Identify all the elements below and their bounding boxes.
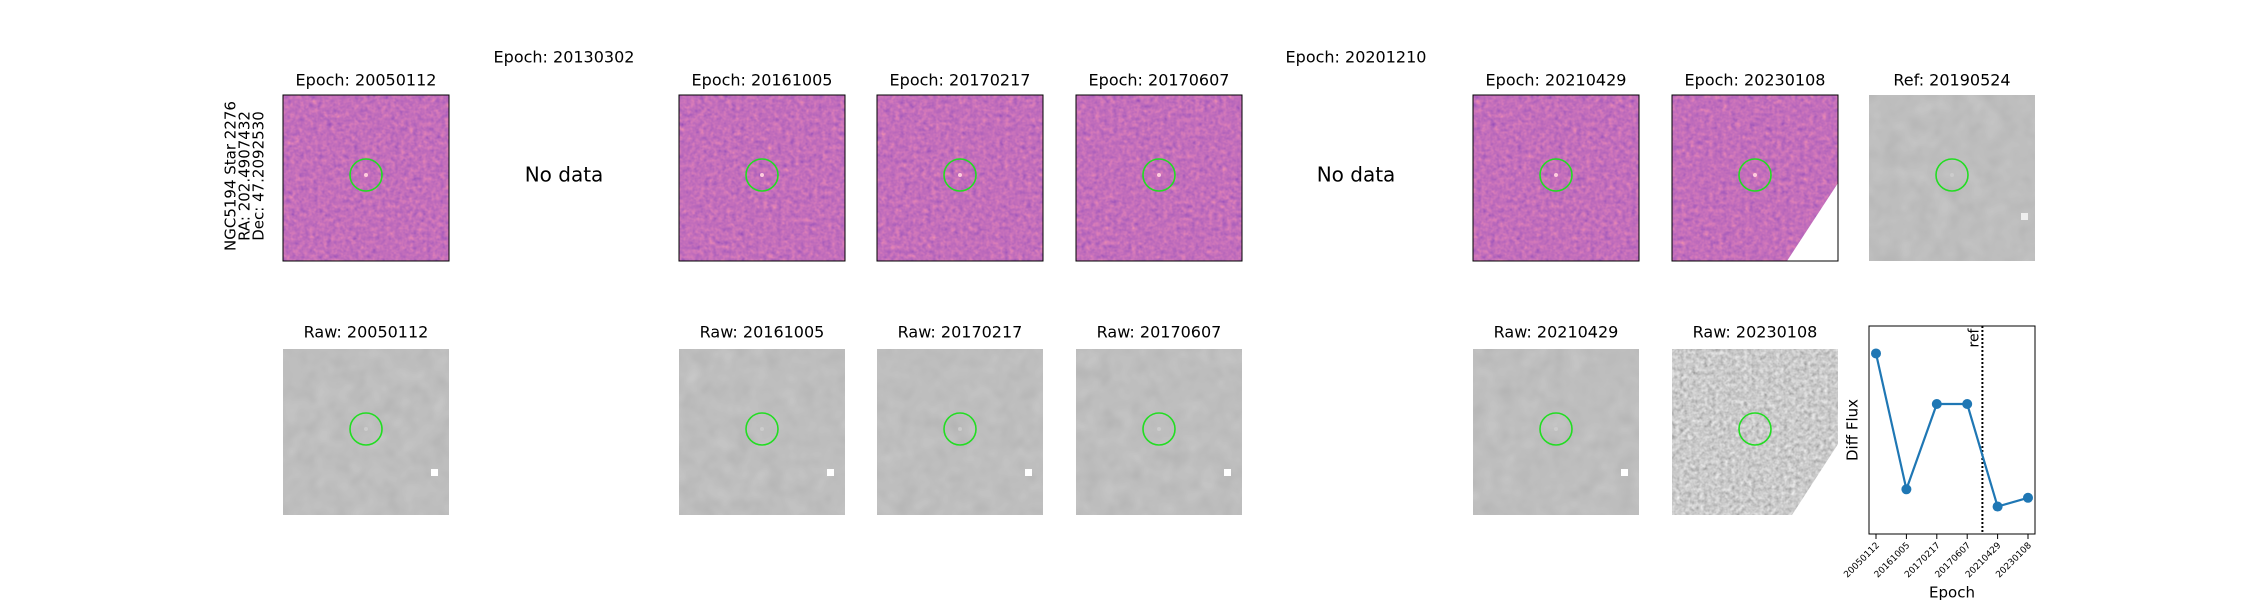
image: [1473, 95, 1639, 261]
image-panel: [678, 94, 846, 262]
target-source: [760, 427, 764, 431]
no-data-message: No data: [1317, 163, 1396, 187]
target-source: [958, 173, 962, 177]
image-panel: [876, 94, 1044, 262]
target-circle: [1539, 158, 1573, 192]
image: [283, 349, 449, 515]
point: [2023, 492, 2033, 503]
panel-title: Raw: 20161005: [700, 323, 825, 342]
target-circle: [1142, 412, 1176, 446]
target-source: [1157, 173, 1161, 177]
image: [1473, 349, 1639, 515]
image-panel: [1473, 349, 1639, 515]
image: [1869, 95, 2035, 261]
plot-frame: [1868, 325, 2036, 535]
star-label: NGC5194 Star 2276: [222, 101, 240, 251]
y-axis-label: Diff Flux: [1844, 399, 1862, 461]
point: [1992, 501, 2003, 512]
bright-source: [1621, 469, 1628, 476]
target-source: [1554, 427, 1558, 431]
point: [1901, 484, 1912, 495]
frame: [1075, 94, 1243, 262]
panel-title: Epoch: 20170607: [1089, 71, 1230, 90]
image-panel: [877, 349, 1043, 515]
panel-title: Epoch: 20230108: [1685, 71, 1826, 90]
frame: [1671, 94, 1839, 262]
target-source: [364, 173, 368, 177]
image: [877, 349, 1043, 515]
target-circle: [1539, 412, 1573, 446]
target-circle: [1142, 158, 1176, 192]
image-panel: [1869, 95, 2035, 261]
panel-title: Epoch: 20201210: [1286, 48, 1427, 67]
target-circle: [943, 158, 977, 192]
target-circle: [745, 158, 779, 192]
image-panel: [1472, 94, 1640, 262]
ref-label: ref: [1966, 327, 1982, 347]
no-data-message: No data: [525, 163, 604, 187]
panel-title: Epoch: 20210429: [1486, 71, 1627, 90]
panel-title: Raw: 20170217: [898, 323, 1023, 342]
target-source: [1157, 427, 1161, 431]
line: [1874, 353, 2029, 508]
panel-title: Raw: 20230108: [1693, 323, 1818, 342]
bright-source: [1025, 469, 1032, 476]
point: [1931, 399, 1942, 409]
image-panel: [1671, 94, 1839, 262]
target-circle: [1935, 158, 1969, 192]
target-circle: [349, 158, 383, 192]
image: [679, 349, 845, 515]
point: [1871, 348, 1881, 359]
star-label: RA: 202.4907432: [236, 111, 254, 241]
panel-title: Epoch: 20161005: [692, 71, 833, 90]
point: [1962, 399, 1973, 409]
panel-title: Raw: 20050112: [304, 323, 429, 342]
frame: [876, 94, 1044, 262]
panel-title: Raw: 20210429: [1494, 323, 1619, 342]
image: [1076, 349, 1242, 515]
target-circle: [1738, 158, 1772, 192]
x-axis-label: Epoch: [1929, 584, 1975, 601]
image-panel: [1076, 349, 1242, 515]
target-circle: [349, 412, 383, 446]
bright-source: [1224, 469, 1231, 476]
bright-source: [827, 469, 834, 476]
target-source: [1554, 173, 1558, 177]
bright-source: [2021, 213, 2028, 220]
panel-title: Raw: 20170607: [1097, 323, 1222, 342]
panel-title: Epoch: 20170217: [890, 71, 1031, 90]
image: [877, 95, 1043, 261]
masked-region: [1787, 183, 1838, 261]
masked-region: [1792, 444, 1838, 515]
bright-source: [431, 469, 438, 476]
target-circle: [943, 412, 977, 446]
target-circle: [1738, 412, 1772, 446]
target-source: [1753, 173, 1757, 177]
frame: [1472, 94, 1640, 262]
image-panel: [1075, 94, 1243, 262]
image: [283, 95, 449, 261]
frame: [678, 94, 846, 262]
target-source: [1950, 173, 1954, 177]
frame: [282, 94, 450, 262]
panel-title: Ref: 20190524: [1893, 71, 2010, 90]
panel-title: Epoch: 20050112: [296, 71, 437, 90]
image: [679, 95, 845, 261]
panel-title: Epoch: 20130302: [494, 48, 635, 67]
star-label: Dec: 47.2092530: [250, 111, 268, 241]
target-circle: [745, 412, 779, 446]
target-source: [364, 427, 368, 431]
target-source: [760, 173, 764, 177]
image-panel: [1672, 349, 1838, 515]
image: [1076, 95, 1242, 261]
target-source: [1753, 427, 1757, 431]
image-panel: [679, 349, 845, 515]
image-panel: [282, 94, 450, 262]
image-panel: [283, 349, 449, 515]
target-source: [958, 427, 962, 431]
